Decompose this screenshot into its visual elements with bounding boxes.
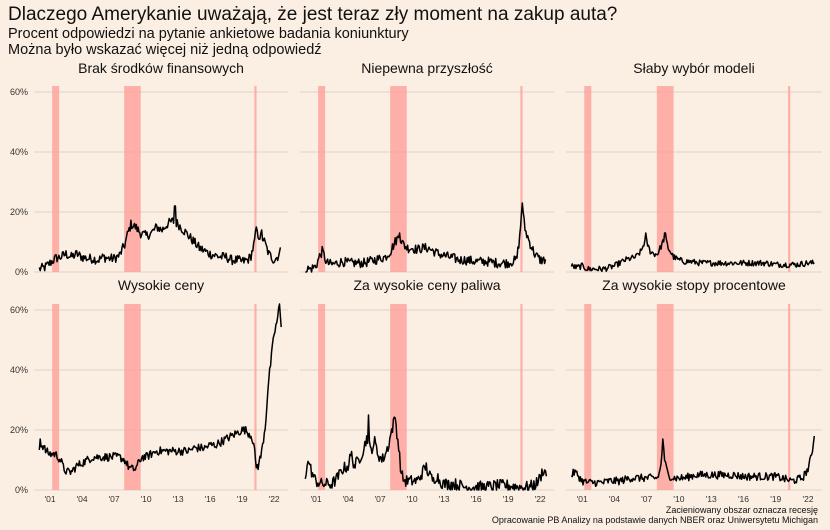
y-tick-label: 0% — [15, 267, 28, 277]
recession-note: Zacieniowany obszar oznacza recesję — [665, 505, 818, 515]
y-tick-label: 20% — [10, 207, 28, 217]
recession-band — [124, 86, 141, 272]
chart-subtitle: Procent odpowiedzi na pytanie ankietowe … — [8, 26, 409, 42]
y-tick-label: 60% — [10, 87, 28, 97]
recession-band — [318, 86, 326, 272]
recession-band — [390, 86, 407, 272]
x-tick-label: '13 — [439, 494, 450, 504]
series-line — [304, 414, 548, 491]
x-tick-label: '01 — [44, 494, 55, 504]
x-tick-label: '07 — [109, 494, 120, 504]
x-tick-label: '07 — [375, 494, 386, 504]
series-line — [305, 202, 547, 273]
recession-band — [124, 304, 141, 490]
y-tick-label: 20% — [10, 425, 28, 435]
y-tick-label: 0% — [15, 485, 28, 495]
x-tick-label: '19 — [770, 494, 781, 504]
source-caption: Opracowanie PB Analizy na podstawie dany… — [491, 515, 818, 525]
x-tick-label: '16 — [205, 494, 216, 504]
x-tick-label: '04 — [609, 494, 620, 504]
recession-band — [788, 304, 791, 490]
recession-band — [52, 304, 60, 490]
x-tick-label: '22 — [269, 494, 280, 504]
recession-band — [52, 86, 60, 272]
x-tick-label: '01 — [577, 494, 588, 504]
panel-title: Niepewna przyszłość — [361, 60, 493, 76]
x-tick-label: '16 — [738, 494, 749, 504]
recession-band — [656, 304, 674, 490]
x-tick-label: '19 — [503, 494, 514, 504]
x-tick-label: '01 — [310, 494, 321, 504]
x-tick-label: '16 — [471, 494, 482, 504]
recession-band — [520, 304, 523, 490]
panel-title: Wysokie ceny — [118, 277, 204, 293]
panel-title: Za wysokie stopy procentowe — [602, 277, 786, 293]
recession-band — [390, 304, 407, 490]
series-line — [38, 205, 282, 272]
recession-band — [584, 304, 592, 490]
x-tick-label: '04 — [76, 494, 87, 504]
x-tick-label: '13 — [173, 494, 184, 504]
recession-band — [254, 86, 257, 272]
recession-band — [254, 304, 257, 490]
x-tick-label: '07 — [641, 494, 652, 504]
y-tick-label: 40% — [10, 147, 28, 157]
recession-band — [520, 86, 523, 272]
recession-band — [584, 86, 592, 272]
panel-title: Brak środków finansowych — [78, 60, 244, 76]
x-tick-label: '13 — [706, 494, 717, 504]
recession-band — [788, 86, 791, 272]
x-tick-label: '19 — [237, 494, 248, 504]
chart-title: Dlaczego Amerykanie uważają, że jest ter… — [8, 4, 618, 25]
x-tick-label: '10 — [673, 494, 684, 504]
series-line — [38, 303, 282, 476]
x-tick-label: '22 — [535, 494, 546, 504]
series-line — [570, 232, 815, 273]
recession-band — [656, 86, 674, 272]
chart-subtitle-note: Można było wskazać więcej niż jedną odpo… — [8, 42, 322, 58]
x-tick-label: '10 — [407, 494, 418, 504]
y-tick-label: 40% — [10, 365, 28, 375]
panel-title: Za wysokie ceny paliwa — [353, 277, 500, 293]
x-tick-label: '10 — [141, 494, 152, 504]
recession-band — [318, 304, 326, 490]
x-tick-label: '22 — [802, 494, 813, 504]
panel-title: Słaby wybór modeli — [633, 60, 754, 76]
x-tick-label: '04 — [342, 494, 353, 504]
y-tick-label: 60% — [10, 305, 28, 315]
series-line — [570, 435, 816, 488]
